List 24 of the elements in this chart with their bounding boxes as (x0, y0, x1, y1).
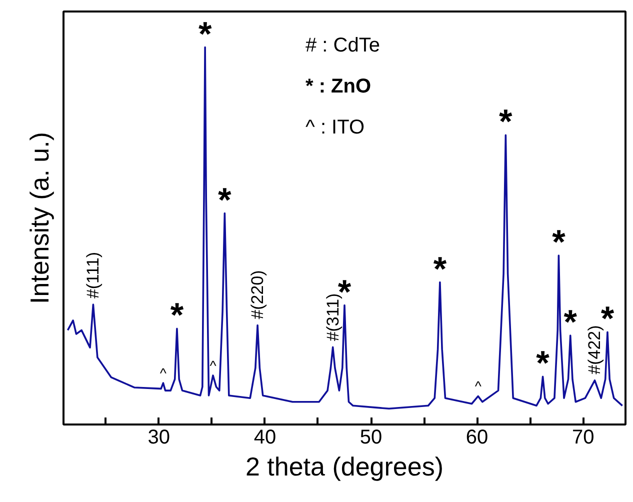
annotation: * (170, 296, 184, 335)
annotation: * (552, 224, 566, 262)
annotation: * (536, 344, 550, 383)
annotation: ^ (160, 365, 167, 382)
x-tick-label: 40 (254, 426, 276, 448)
annotation: ^ : ITO (306, 116, 365, 138)
annotation: ^ (210, 357, 217, 374)
x-axis-title: 2 theta (degrees) (245, 452, 444, 482)
annotation: #(111) (84, 252, 103, 299)
annotation: * (198, 15, 212, 54)
annotation: * (218, 181, 232, 220)
annotation: * (433, 250, 448, 288)
annotation: #(220) (248, 270, 268, 320)
annotation: #(422) (585, 325, 604, 374)
x-tick-label: 70 (572, 426, 594, 448)
annotation: # : CdTe (306, 34, 380, 56)
y-axis-title: Intensity (a. u.) (24, 132, 54, 304)
annotation: * (564, 303, 578, 342)
annotation: ^ (474, 378, 482, 394)
x-tick-label: 30 (148, 426, 170, 448)
annotation: * : ZnO (306, 76, 372, 98)
annotation: * (499, 103, 514, 142)
x-tick-label: 50 (360, 426, 382, 448)
x-tick-label: 60 (466, 426, 488, 448)
